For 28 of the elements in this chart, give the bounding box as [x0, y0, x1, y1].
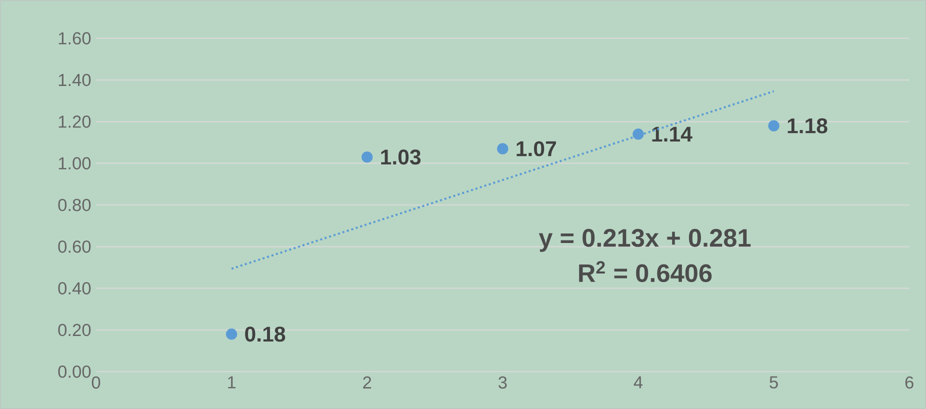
point — [226, 328, 238, 340]
annotation: y = 0.213x + 0.281 — [538, 228, 751, 252]
x-tick-label: 1 — [228, 376, 236, 388]
data-label: 1.14 — [652, 126, 692, 142]
y-tick-label: 1.60 — [58, 32, 91, 44]
y-tick-label: 1.00 — [58, 157, 91, 170]
y-tick-label: 0.80 — [58, 198, 91, 212]
point — [497, 143, 508, 154]
point — [362, 151, 373, 163]
point — [632, 128, 644, 140]
data-label: 1.07 — [516, 141, 556, 156]
data-label: 0.18 — [245, 326, 286, 342]
data-label: 1.18 — [788, 118, 828, 134]
x-tick-label: 4 — [634, 376, 643, 388]
y-tick-label: 0.20 — [58, 324, 91, 336]
y-tick-label: 0.00 — [58, 366, 91, 378]
x-tick-label: 3 — [498, 376, 507, 389]
x-tick-label: 6 — [905, 376, 914, 389]
y-tick-label: 0.60 — [58, 240, 91, 253]
x-tick-label: 5 — [770, 376, 778, 388]
y-tick-label: 1.20 — [58, 116, 91, 128]
x-tick-label: 2 — [363, 376, 372, 388]
x-tick-label: 0 — [92, 376, 100, 389]
y-tick-label: 1.40 — [58, 74, 91, 86]
annotation: R$^{2}$ = 0.6406 — [579, 261, 712, 282]
point — [768, 120, 780, 132]
data-label: 1.03 — [381, 150, 421, 165]
y-tick-label: 0.40 — [58, 282, 91, 294]
